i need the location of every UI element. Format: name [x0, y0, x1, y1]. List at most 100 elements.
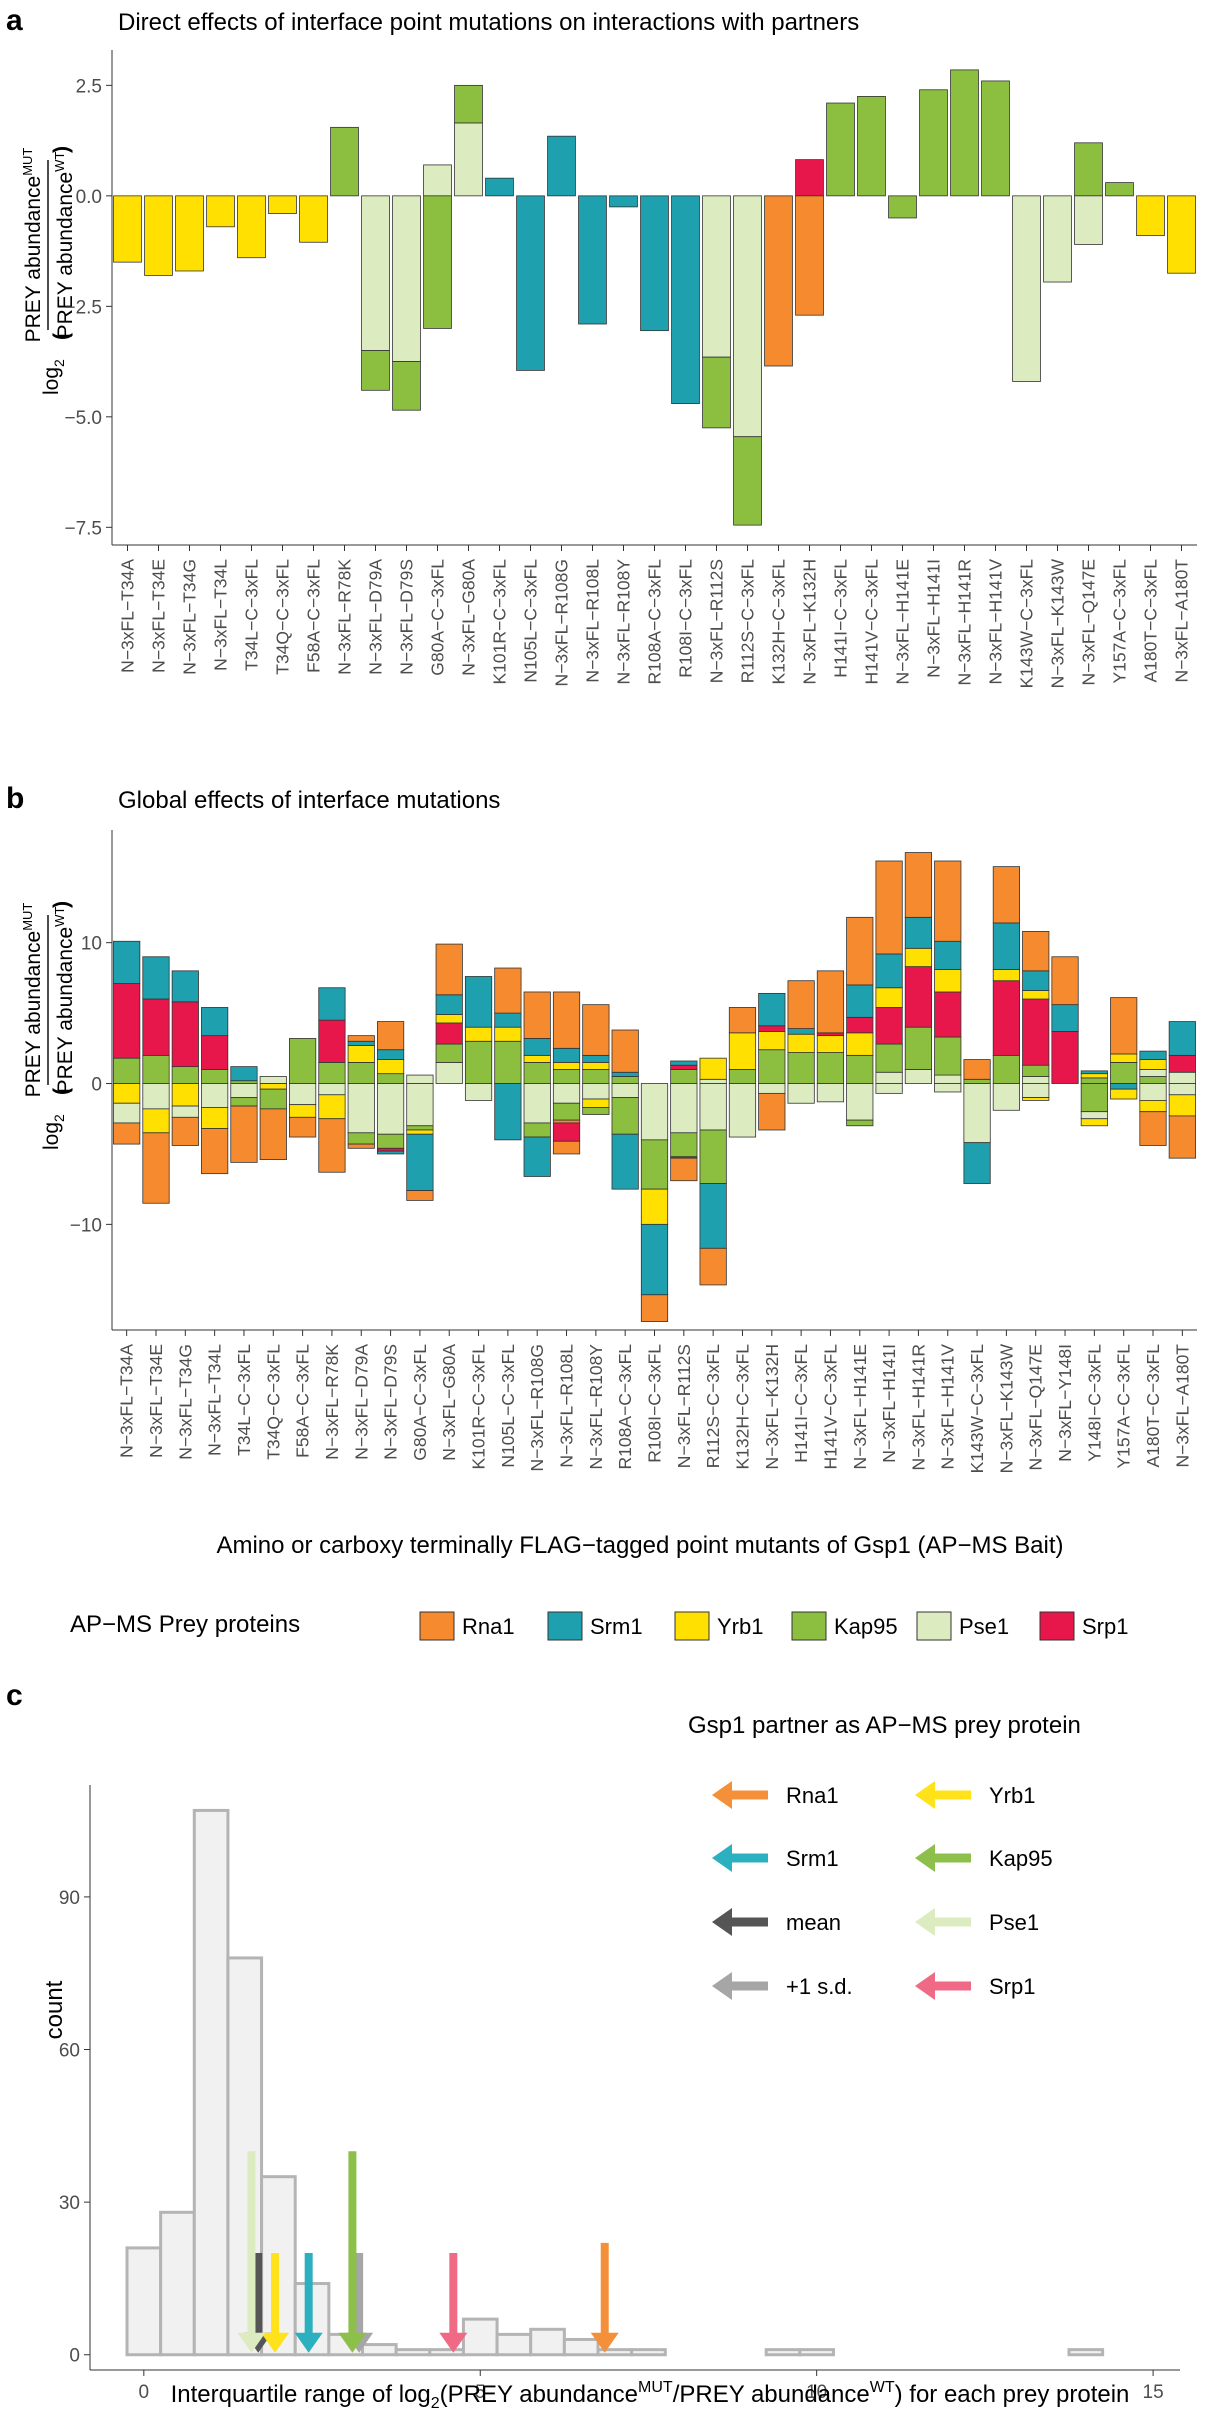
- panel-c-legend-title: Gsp1 partner as AP−MS prey protein: [688, 1712, 1081, 1739]
- histogram-bar: [1067, 2348, 1105, 2357]
- bar-segment-yrb1: [237, 195, 266, 259]
- bar-segment-srp1: [670, 1064, 698, 1070]
- bar-segment-kap95: [582, 1107, 610, 1115]
- bar-segment-yrb1: [113, 1083, 141, 1104]
- y-tick-label: 0.0: [76, 187, 102, 208]
- bar-segment-pse1: [361, 195, 390, 351]
- marker-arrow-srm1-icon: [294, 2253, 323, 2353]
- bar-segment-kap95: [934, 1036, 962, 1076]
- bar-segment-yrb1: [406, 1129, 434, 1135]
- prey-legend: AP−MS Prey proteins Rna1 Srm1 Yrb1 Kap95 Pse…: [70, 1611, 1128, 1641]
- bar-segment-srm1: [904, 916, 933, 949]
- bar-segment-kap95: [330, 126, 359, 197]
- x-tick-label: H141V−C−3xFL: [862, 559, 882, 685]
- bar-segment-srp1: [376, 1147, 405, 1152]
- bar-segment-srm1: [142, 956, 170, 1000]
- arrow-head: [915, 1972, 935, 2000]
- bar-segment-srp1: [795, 159, 824, 197]
- bar-segment-srp1: [142, 998, 170, 1056]
- bar-segment-srm1: [523, 1136, 551, 1177]
- bar-segment-rna1: [230, 1105, 258, 1163]
- bar-segment-srm1: [347, 1040, 375, 1046]
- bar-segment-srm1: [609, 195, 638, 208]
- bar-segment-kap95: [142, 1054, 170, 1084]
- bar-segment-pse1: [347, 1083, 375, 1134]
- c-legend-label: Rna1: [786, 1783, 839, 1808]
- x-tick-label: T34L−C−3xFL: [242, 559, 262, 671]
- histogram-bar: [562, 2337, 600, 2357]
- bar-segment-pse1: [640, 1083, 669, 1141]
- bar-segment-rna1: [670, 1157, 698, 1182]
- bar-segment-kap95: [963, 1078, 991, 1084]
- bar-segment-rna1: [875, 860, 903, 955]
- bar-segment-yrb1: [699, 1057, 727, 1080]
- open-paren: (: [50, 333, 73, 340]
- bar-segment-yrb1: [144, 195, 173, 276]
- legend-label-rna1: Rna1: [462, 1614, 515, 1639]
- bar-segment-kap95: [361, 350, 390, 391]
- bar-segment-rna1: [347, 1143, 375, 1149]
- legend-arrow-srp1-icon: [915, 1972, 971, 2000]
- bar-segment-srp1: [1022, 998, 1050, 1066]
- x-tick-label: R108I−C−3xFL: [645, 1344, 665, 1463]
- bar-segment-rna1: [406, 1190, 434, 1201]
- bar-segment-yrb1: [206, 195, 235, 228]
- x-tick-label: N−3xFL−K143W: [996, 1344, 1016, 1474]
- bar-segment-kap95: [699, 1129, 727, 1184]
- x-tick-label: H141V−C−3xFL: [820, 1344, 840, 1470]
- arrow-head: [590, 2332, 619, 2353]
- bar-segment-rna1: [1051, 956, 1079, 1006]
- bar-segment-yrb1: [435, 1014, 463, 1024]
- bar-segment-pse1: [611, 1083, 639, 1099]
- c-legend-label: mean: [786, 1910, 841, 1935]
- x-tick-label: N−3xFL−A180T: [1172, 559, 1192, 683]
- bar-segment-pse1: [1043, 195, 1072, 283]
- arrow-head: [338, 2332, 367, 2353]
- x-tick-label: N−3xFL−K143W: [1048, 559, 1068, 689]
- bar-segment-yrb1: [259, 1083, 287, 1090]
- bar-segment-srm1: [934, 940, 962, 970]
- bar-segment-yrb1: [299, 195, 328, 243]
- x-tick-label: N−3xFL−R108G: [552, 559, 572, 686]
- legend-label-yrb1: Yrb1: [717, 1614, 763, 1639]
- x-tick-label: N−3xFL−Y148I: [1055, 1344, 1075, 1462]
- legend-swatch-kap95: [791, 1611, 827, 1641]
- bar-segment-yrb1: [1080, 1118, 1108, 1127]
- c-legend-label: Pse1: [989, 1910, 1039, 1935]
- bar-segment-pse1: [582, 1083, 610, 1100]
- bar-segment-kap95: [888, 195, 917, 219]
- bar-segment-kap95: [1080, 1083, 1108, 1113]
- bar-segment-pse1: [699, 1083, 727, 1131]
- bar-segment-yrb1: [175, 195, 204, 272]
- bar-segment-srp1: [992, 980, 1020, 1056]
- bar-segment-yrb1: [1167, 195, 1196, 274]
- bar-segment-rna1: [795, 195, 824, 316]
- x-tick-label: A180T−C−3xFL: [1143, 1344, 1163, 1468]
- bar-segment-pse1: [728, 1083, 757, 1138]
- bar-segment-kap95: [259, 1088, 287, 1110]
- bar-segment-yrb1: [816, 1035, 845, 1053]
- bar-segment-yrb1: [268, 195, 297, 214]
- bar-segment-yrb1: [640, 1188, 669, 1225]
- arrow-head: [439, 2332, 468, 2353]
- arrow-head: [915, 1781, 935, 1809]
- arrow-head: [915, 1908, 935, 1936]
- bar-segment-kap95: [289, 1038, 317, 1084]
- x-tick-label: Y148I−C−3xFL: [1084, 1344, 1104, 1462]
- y-tick-label: 10: [81, 934, 102, 955]
- x-tick-label: N−3xFL−R112S: [674, 1344, 694, 1468]
- bar-segment-yrb1: [1139, 1059, 1167, 1070]
- marker-arrow-srp1-icon: [439, 2253, 468, 2353]
- bar-segment-kap95: [981, 80, 1010, 197]
- bar-segment-srm1: [787, 1028, 815, 1035]
- c-legend-label: Yrb1: [989, 1783, 1035, 1808]
- bar-segment-srm1: [171, 970, 199, 1003]
- bar-segment-pse1: [464, 1083, 493, 1101]
- x-tick-label: N−3xFL−R108Y: [586, 1344, 606, 1470]
- bar-segment-kap95: [950, 69, 979, 197]
- bar-segment-rna1: [201, 1128, 229, 1175]
- x-tick-label: N−3xFL−H141V: [986, 559, 1006, 685]
- panel-a-title: Direct effects of interface point mutati…: [118, 9, 859, 36]
- bar-segment-kap95: [552, 1069, 581, 1084]
